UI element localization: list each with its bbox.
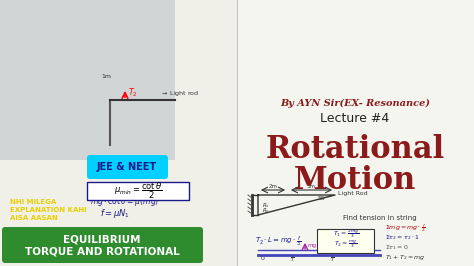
FancyBboxPatch shape xyxy=(87,155,168,179)
Text: 3m: 3m xyxy=(307,185,316,189)
FancyBboxPatch shape xyxy=(237,0,474,266)
FancyBboxPatch shape xyxy=(0,0,237,266)
Text: mg: mg xyxy=(308,243,317,247)
Text: AISA AASAN: AISA AASAN xyxy=(10,215,58,221)
Text: $\mu_{min} = \dfrac{\cot\theta}{2}$: $\mu_{min} = \dfrac{\cot\theta}{2}$ xyxy=(114,181,162,201)
Text: NHI MILEGA: NHI MILEGA xyxy=(10,199,56,205)
Text: $T_2 \cdot L = mg\cdot\frac{f}{3}$: $T_2 \cdot L = mg\cdot\frac{f}{3}$ xyxy=(255,235,301,249)
Text: TORQUE AND ROTATIONAL: TORQUE AND ROTATIONAL xyxy=(25,247,179,257)
Text: 2m: 2m xyxy=(268,185,277,189)
Text: $0$: $0$ xyxy=(260,254,265,262)
Text: $T_1+T_2=mg$: $T_1+T_2=mg$ xyxy=(385,253,426,263)
Text: $R_x$: $R_x$ xyxy=(262,202,270,210)
Text: 55°: 55° xyxy=(318,196,329,201)
Text: Rotational
Motion: Rotational Motion xyxy=(265,134,445,196)
Text: $\Sigma\tau_1=0$: $\Sigma\tau_1=0$ xyxy=(385,244,409,252)
Text: $T_1=\frac{2mg}{3}$: $T_1=\frac{2mg}{3}$ xyxy=(333,228,359,240)
Text: 1m: 1m xyxy=(101,73,111,78)
Text: $R_y$: $R_y$ xyxy=(262,207,270,217)
Text: JEE & NEET: JEE & NEET xyxy=(97,162,157,172)
Text: EQUILIBRIUM: EQUILIBRIUM xyxy=(63,235,141,245)
Text: Find tension in string: Find tension in string xyxy=(343,215,417,221)
Text: $\frac{2}{3}$: $\frac{2}{3}$ xyxy=(330,252,335,264)
Text: $\frac{1}{3}$: $\frac{1}{3}$ xyxy=(290,252,294,264)
Text: By AYN Sir(EX- Resonance): By AYN Sir(EX- Resonance) xyxy=(280,98,430,107)
Text: $\rightarrow$ Light rod: $\rightarrow$ Light rod xyxy=(160,89,199,98)
FancyBboxPatch shape xyxy=(87,182,189,200)
Text: $T_2=\frac{mg}{3}$: $T_2=\frac{mg}{3}$ xyxy=(334,238,358,250)
Text: $\Sigma\tau_2=\tau_2\cdot 1$: $\Sigma\tau_2=\tau_2\cdot 1$ xyxy=(385,234,420,242)
Text: EXPLANATION KAHI: EXPLANATION KAHI xyxy=(10,207,87,213)
Text: $\Sigma mg=mg\cdot\frac{f}{2}$: $\Sigma mg=mg\cdot\frac{f}{2}$ xyxy=(385,222,426,234)
Text: $f = \mu N_1$: $f = \mu N_1$ xyxy=(100,207,130,221)
Text: Light Rod: Light Rod xyxy=(338,192,368,197)
FancyBboxPatch shape xyxy=(2,227,203,263)
Text: $T_2$: $T_2$ xyxy=(128,87,137,99)
FancyBboxPatch shape xyxy=(0,0,175,160)
FancyBboxPatch shape xyxy=(317,229,374,253)
Text: Lecture #4: Lecture #4 xyxy=(320,111,390,124)
Text: $mg\cdot\cot\theta = \mu(mg)$: $mg\cdot\cot\theta = \mu(mg)$ xyxy=(90,196,159,209)
